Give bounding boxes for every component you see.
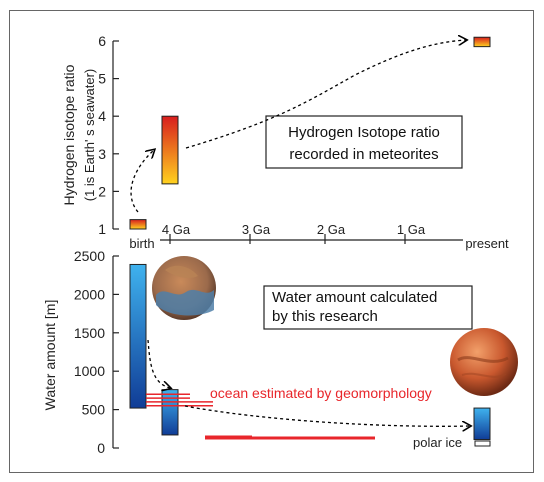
time-axis: birth 4 Ga 3 Ga 2 Ga 1 Ga present xyxy=(129,222,509,251)
water-arrow-birth-to-4ga xyxy=(147,339,170,388)
ocean-label: ocean estimated by geomorphology xyxy=(210,385,432,401)
water-arrow-4ga-to-present xyxy=(184,405,470,426)
time-axis-label: 2 Ga xyxy=(317,222,346,237)
water-annotation-box: Water amount calculated by this research xyxy=(263,285,473,330)
water-y-axis: 0 500 1000 1500 2000 2500 xyxy=(74,248,119,456)
time-axis-label: birth xyxy=(129,236,154,251)
isotope-y-tick-label: 4 xyxy=(98,108,106,124)
isotope-bar xyxy=(129,219,147,230)
isotope-bar xyxy=(473,36,491,48)
water-bars xyxy=(129,263,491,441)
time-axis-label: 1 Ga xyxy=(397,222,426,237)
isotope-annotation-line1: Hydrogen Isotope ratio xyxy=(288,124,440,141)
isotope-y-tick-label: 1 xyxy=(98,221,106,237)
ancient-mars-image xyxy=(152,256,216,320)
time-axis-label: 3 Ga xyxy=(242,222,271,237)
water-annotation-line2: by this research xyxy=(272,308,378,325)
water-annotation-line1: Water amount calculated xyxy=(272,289,437,306)
water-y-tick-label: 2500 xyxy=(74,248,105,264)
isotope-y-axis: 1 2 3 4 5 6 xyxy=(98,33,119,237)
water-y-tick-label: 1000 xyxy=(74,363,105,379)
water-panel: Water amount [m] 0 500 1000 1500 2000 2500 oc… xyxy=(42,248,518,456)
polar-ice-marker: polar ice xyxy=(413,435,491,450)
time-axis-label: 4 Ga xyxy=(162,222,191,237)
water-y-tick-label: 1500 xyxy=(74,325,105,341)
time-axis-label: present xyxy=(465,236,509,251)
figure-frame xyxy=(9,10,534,473)
isotope-bars xyxy=(129,36,491,230)
water-y-tick-label: 500 xyxy=(82,402,106,418)
isotope-y-tick-label: 2 xyxy=(98,183,106,199)
isotope-y-tick-label: 5 xyxy=(98,71,106,87)
isotope-y-tick-label: 6 xyxy=(98,33,106,49)
isotope-panel: Hydrogen isotope ratio (1 is Earth' s se… xyxy=(61,33,509,251)
isotope-annotation-line2: recorded in meteorites xyxy=(289,146,438,163)
polar-ice-label: polar ice xyxy=(413,435,462,450)
water-bar xyxy=(473,407,491,441)
isotope-ylabel-line2: (1 is Earth' s seawater) xyxy=(82,69,97,202)
water-y-tick-label: 2000 xyxy=(74,286,105,302)
isotope-bar xyxy=(161,115,179,185)
isotope-y-tick-label: 3 xyxy=(98,146,106,162)
water-bar xyxy=(129,263,147,409)
water-bar xyxy=(161,389,179,436)
present-mars-image xyxy=(450,328,518,396)
isotope-ylabel-line1: Hydrogen isotope ratio xyxy=(61,64,77,205)
isotope-arrow-birth-to-4ga xyxy=(130,150,154,213)
water-y-tick-label: 0 xyxy=(97,440,105,456)
ocean-lines xyxy=(146,393,375,440)
water-ylabel: Water amount [m] xyxy=(42,300,58,411)
isotope-arrow-4ga-to-present xyxy=(185,40,466,149)
isotope-annotation-box: Hydrogen Isotope ratio recorded in meteo… xyxy=(265,115,463,169)
